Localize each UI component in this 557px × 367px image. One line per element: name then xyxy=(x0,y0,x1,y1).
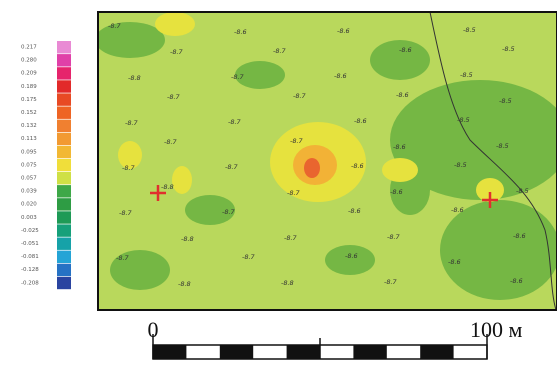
legend-swatch xyxy=(57,263,71,277)
scale-segment xyxy=(219,345,254,359)
legend-label: 0.113 xyxy=(21,136,37,142)
contour-label: -8.6 xyxy=(345,252,358,260)
legend-swatch xyxy=(57,276,71,290)
legend-swatch xyxy=(57,41,71,54)
legend-label: -0.051 xyxy=(21,241,39,247)
contour-label: -8.7 xyxy=(122,164,136,172)
contour-label: -8.6 xyxy=(348,207,361,215)
legend-label: -0.208 xyxy=(21,280,39,286)
contour-label: -8.7 xyxy=(387,233,401,241)
contour-label: -8.5 xyxy=(499,97,512,105)
contour-label: -8.6 xyxy=(510,277,523,285)
contour-label: -8.8 xyxy=(281,279,294,287)
contour-label: -8.5 xyxy=(516,187,529,195)
contour-label: -8.7 xyxy=(293,92,307,100)
legend-label: 0.057 xyxy=(21,176,37,182)
contour-label: -8.5 xyxy=(454,161,467,169)
legend-label: -0.128 xyxy=(21,267,39,273)
legend-swatch xyxy=(57,211,71,224)
contour-label: -8.7 xyxy=(290,137,304,145)
legend-label: 0.020 xyxy=(21,202,37,208)
contour-label: -8.6 xyxy=(399,46,412,54)
legend-swatch xyxy=(57,106,71,119)
contour-label: -8.6 xyxy=(351,162,364,170)
contour-label: -8.8 xyxy=(161,183,174,191)
legend-swatch xyxy=(57,172,71,185)
scale-segment xyxy=(153,345,187,359)
contour-label: -8.7 xyxy=(228,118,242,126)
legend-swatch xyxy=(57,198,71,211)
contour-label: -8.7 xyxy=(119,209,133,217)
legend-swatch xyxy=(57,185,71,198)
legend-label: 0.217 xyxy=(21,45,37,51)
contour-label: -8.7 xyxy=(384,278,398,286)
contour-label: -8.8 xyxy=(178,280,191,288)
contour-label: -8.7 xyxy=(116,254,130,262)
legend: 0.217 0.280 0.209 0.189 0.175 0.152 0.132 0.113… xyxy=(21,41,71,290)
legend-swatch xyxy=(57,80,71,93)
contour-label: -8.5 xyxy=(460,71,473,79)
legend-swatch xyxy=(57,119,71,132)
legend-label: -0.025 xyxy=(21,228,39,234)
legend-label: 0.075 xyxy=(21,162,37,168)
contour-label: -8.7 xyxy=(222,208,236,216)
legend-label: 0.175 xyxy=(21,97,37,103)
contour-label: -8.6 xyxy=(234,28,247,36)
legend-swatch xyxy=(57,224,71,237)
contour-label: -8.7 xyxy=(242,253,256,261)
contour-label: -8.7 xyxy=(284,234,298,242)
legend-swatch xyxy=(57,132,71,146)
legend-swatch xyxy=(57,93,71,106)
legend-swatch xyxy=(57,158,71,172)
scale-start-label: 0 xyxy=(148,317,159,342)
contour-label: -8.6 xyxy=(337,27,350,35)
legend-swatch xyxy=(57,250,71,263)
contour-label: -8.6 xyxy=(334,72,347,80)
scale-segment xyxy=(353,345,387,359)
scale-segment xyxy=(286,345,320,359)
contour-label: -8.6 xyxy=(390,188,403,196)
contour-label: -8.6 xyxy=(393,143,406,151)
contour-label: -8.7 xyxy=(273,47,287,55)
heat-map: -8.7 -8.6 -8.6 -8.5 -8.7 -8.7 -8.6 -8.5 -8.8 -8.7… xyxy=(98,12,557,310)
legend-label: -0.081 xyxy=(21,254,39,260)
scale-bar: 0 100 м xyxy=(148,317,523,360)
map-frame xyxy=(97,11,557,311)
legend-label: 0.132 xyxy=(21,123,37,129)
legend-swatch xyxy=(57,54,71,67)
legend-label: 0.209 xyxy=(21,71,37,77)
contour-label: -8.5 xyxy=(457,116,470,124)
contour-label: -8.6 xyxy=(396,91,409,99)
contour-label: -8.7 xyxy=(225,163,239,171)
legend-label: 0.039 xyxy=(21,189,37,195)
contour-label: -8.6 xyxy=(448,258,461,266)
contour-label: -8.7 xyxy=(167,93,181,101)
legend-label: 0.095 xyxy=(21,149,37,155)
legend-label: 0.280 xyxy=(21,58,37,64)
contour-label: -8.5 xyxy=(502,45,515,53)
contour-label: -8.7 xyxy=(108,22,122,30)
legend-swatch xyxy=(57,145,71,159)
contour-label: -8.7 xyxy=(287,189,301,197)
contour-label: -8.5 xyxy=(496,142,509,150)
legend-swatch xyxy=(57,67,71,80)
contour-label: -8.7 xyxy=(125,119,139,127)
legend-label: 0.189 xyxy=(21,84,37,90)
contour-label: -8.5 xyxy=(463,26,476,34)
contour-label: -8.7 xyxy=(164,138,178,146)
contour-label: -8.6 xyxy=(354,117,367,125)
contour-label: -8.6 xyxy=(513,232,526,240)
scale-end-label: 100 м xyxy=(470,317,523,342)
contour-label: -8.7 xyxy=(170,48,184,56)
legend-swatch xyxy=(57,237,71,250)
contour-label: -8.6 xyxy=(451,206,464,214)
scale-segment xyxy=(420,345,454,359)
contour-label: -8.7 xyxy=(231,73,245,81)
legend-label: 0.003 xyxy=(21,215,37,221)
contour-label: -8.8 xyxy=(128,74,141,82)
legend-label: 0.152 xyxy=(21,110,37,116)
contour-label: -8.8 xyxy=(181,235,194,243)
